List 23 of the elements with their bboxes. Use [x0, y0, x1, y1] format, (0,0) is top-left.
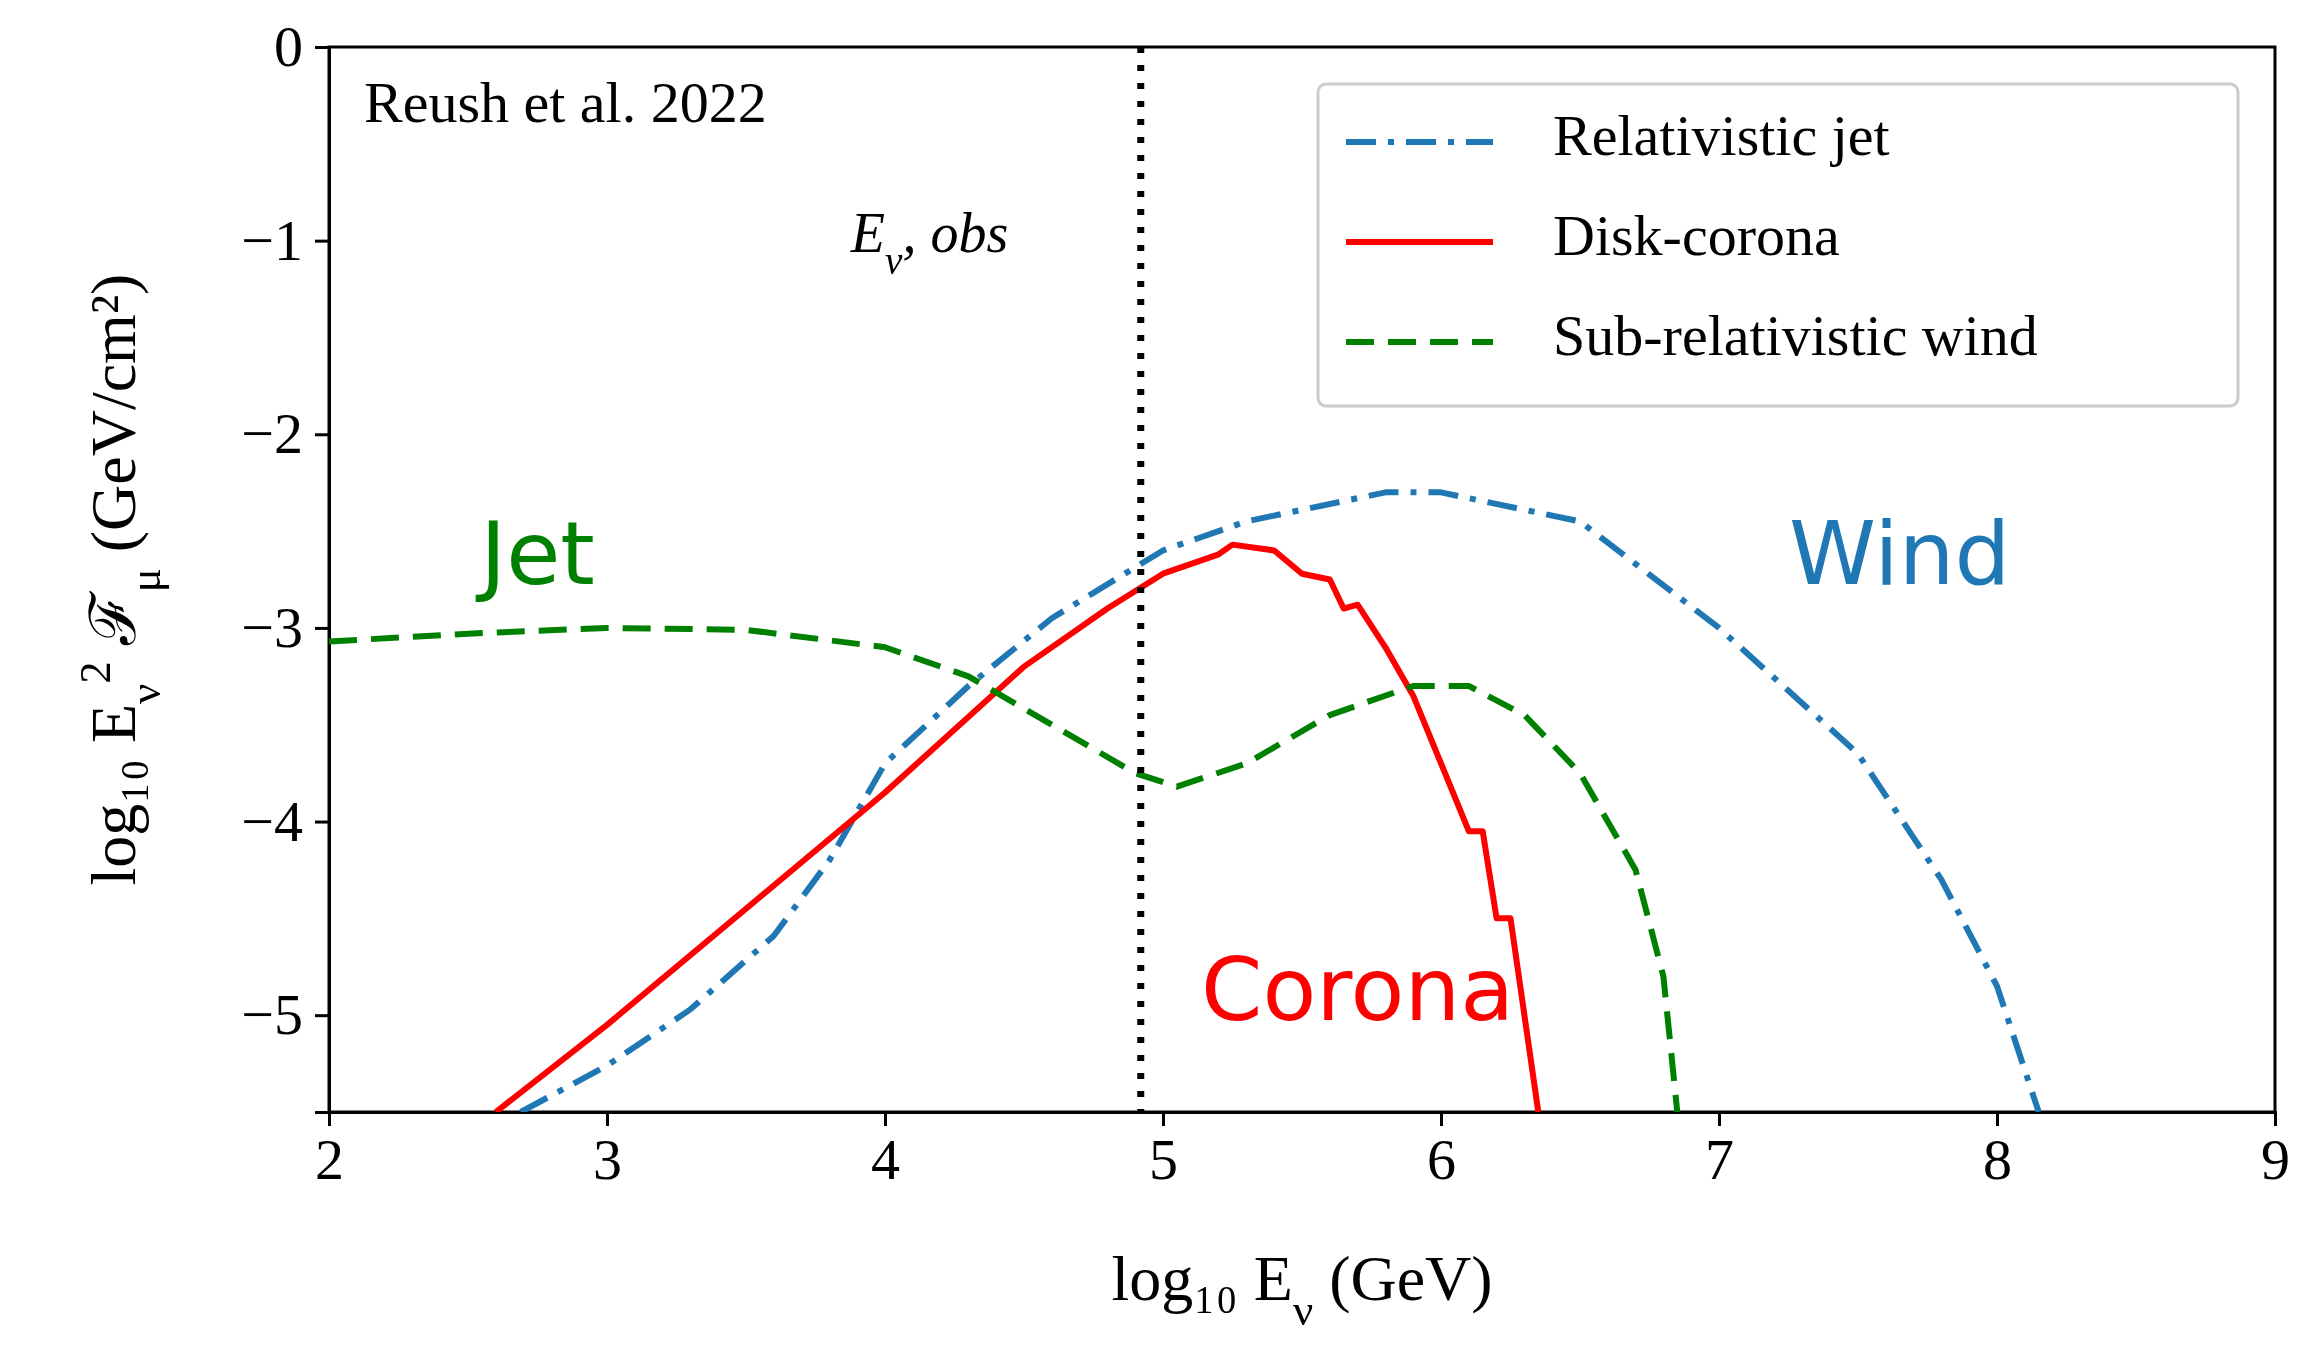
legend-label: Sub-relativistic wind — [1553, 303, 2038, 369]
x-tick-label: 9 — [2261, 1127, 2290, 1193]
y-tick-label: −2 — [241, 401, 303, 467]
y-tick-label: 0 — [274, 14, 303, 80]
x-tick-label: 3 — [593, 1127, 622, 1193]
x-tick-label: 7 — [1705, 1127, 1734, 1193]
annotation: Corona — [1201, 937, 1515, 1041]
ref-line-label: E$_{ν}$, obs — [849, 202, 1009, 282]
y-tick-label: −1 — [241, 207, 303, 273]
x-tick-label: 5 — [1149, 1127, 1178, 1193]
annotation: Jet — [475, 502, 595, 606]
x-tick-label: 2 — [315, 1127, 344, 1193]
x-tick-label: 4 — [871, 1127, 900, 1193]
x-tick-label: 8 — [1983, 1127, 2012, 1193]
y-tick-label: −3 — [241, 594, 303, 660]
x-tick-label: 6 — [1427, 1127, 1456, 1193]
y-tick-label: −5 — [241, 982, 303, 1048]
annotation: Reush et al. 2022 — [364, 70, 767, 135]
legend-label: Relativistic jet — [1553, 103, 1890, 169]
y-tick-label: −4 — [241, 788, 303, 854]
legend-label: Disk-corona — [1553, 203, 1840, 269]
annotation: Wind — [1789, 502, 2011, 606]
x-axis-title: log₁₀ E$_{ν}$ (GeV) — [1111, 1243, 1493, 1335]
